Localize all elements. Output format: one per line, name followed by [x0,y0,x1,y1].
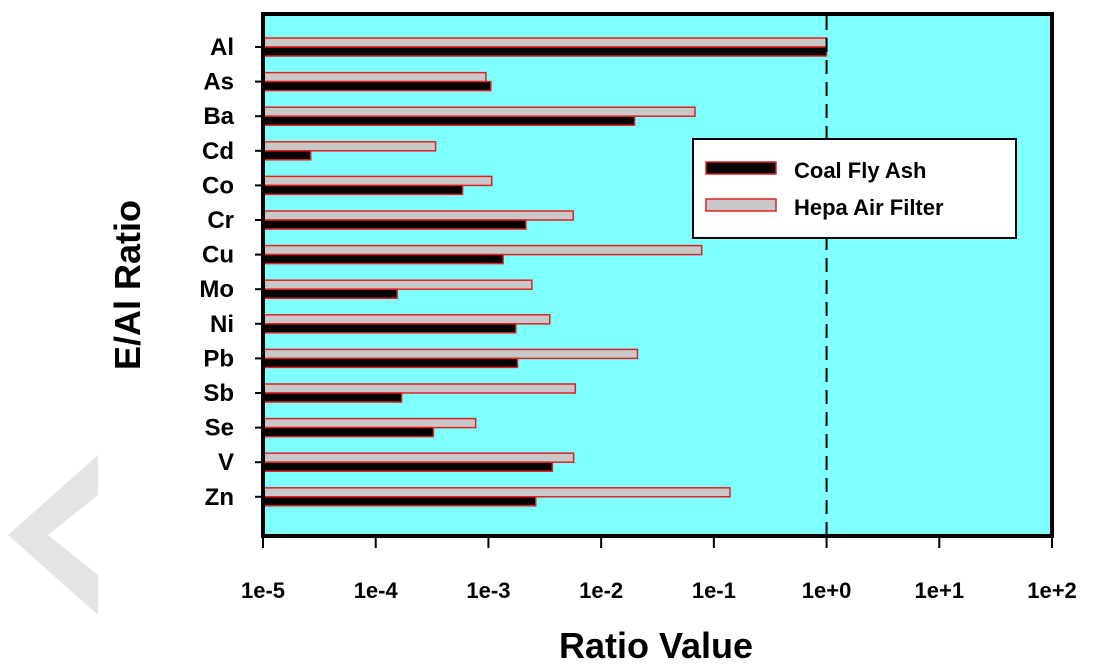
bar-hepa-air-filter-as [262,71,487,83]
y-tick-label: As [203,69,234,96]
x-tick-label: 1e-5 [241,578,285,603]
bar-hepa-air-filter-al [262,37,828,48]
bar-coal-fly-ash-al [262,46,828,57]
legend-label-hepa-air-filter: Hepa Air Filter [794,195,944,220]
chevron-left-icon [8,455,98,615]
x-tick-label: 1e-1 [692,578,736,603]
y-tick-label: Cr [207,207,234,234]
bar-coal-fly-ash-cr [262,219,527,230]
x-tick-label: 1e-4 [354,578,399,603]
bar-coal-fly-ash-se [262,426,435,438]
bar-coal-fly-ash-sb [262,392,403,403]
y-tick-label: Cd [202,138,234,165]
bar-coal-fly-ash-pb [262,357,519,369]
y-tick-label: Al [210,34,234,61]
bar-coal-fly-ash-ba [262,115,636,126]
y-tick-label: Ba [203,103,234,130]
legend-box [692,138,1017,239]
x-axis: 1e-5 1e-4 1e-3 1e-2 1e-1 1e+0 1e+1 1e+2 [241,536,1077,603]
bar-hepa-air-filter-co [262,175,493,187]
bar-hepa-air-filter-cd [262,141,437,152]
x-tick-label: 1e+2 [1027,578,1077,603]
plot-frame [261,12,1054,538]
y-tick-label: Mo [199,276,234,303]
bar-coal-fly-ash-cd [262,150,312,161]
bar-coal-fly-ash-cu [262,253,504,265]
y-tick-label: Pb [203,345,234,372]
bar-hepa-air-filter-sb [262,383,577,394]
x-tick-label: 1e+1 [915,578,965,603]
bar-hepa-air-filter-cr [262,210,574,221]
x-axis-title: Ratio Value [559,625,753,665]
x-tick-label: 1e+0 [802,578,852,603]
bar-coal-fly-ash-co [262,184,464,196]
bar-hepa-air-filter-zn [262,487,731,498]
legend-swatch-hepa-air-filter [705,198,777,212]
y-tick-label: V [218,449,234,476]
y-tick-label: Se [205,415,234,442]
bar-hepa-air-filter-v [262,452,575,463]
y-tick-label: Cu [202,242,234,269]
bar-hepa-air-filter-pb [262,348,639,360]
legend-swatch-coal-fly-ash [705,161,777,175]
x-tick-label: 1e-3 [466,578,510,603]
legend: Coal Fly Ash Hepa Air Filter [692,138,1017,239]
bar-hepa-air-filter-se [262,417,477,429]
legend-label-coal-fly-ash: Coal Fly Ash [794,158,926,183]
bar-coal-fly-ash-v [262,461,554,472]
y-tick-label: Zn [205,484,234,511]
bar-coal-fly-ash-ni [262,323,517,334]
x-tick-label: 1e-2 [579,578,623,603]
y-axis-title: E/Al Ratio [107,200,148,370]
bar-coal-fly-ash-zn [262,496,537,507]
bar-coal-fly-ash-mo [262,288,398,299]
bar-coal-fly-ash-as [262,80,492,92]
bar-hepa-air-filter-cu [262,244,703,256]
y-axis: Al As Ba Cd Co Cr Cu Mo Ni Pb Sb Se V Zn [199,34,263,511]
y-tick-label: Co [202,172,234,199]
bar-hepa-air-filter-ni [262,314,551,325]
plot-area [263,14,1052,536]
bar-hepa-air-filter-mo [262,279,533,290]
bar-hepa-air-filter-ba [262,106,696,117]
y-tick-label: Sb [203,380,234,407]
y-tick-label: Ni [210,311,234,338]
